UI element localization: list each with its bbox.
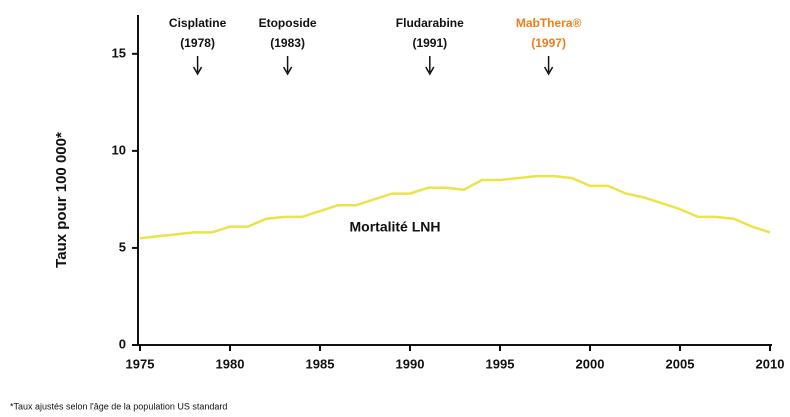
- annotation-arrowhead: [543, 66, 554, 76]
- x-tick-label: 1990: [396, 356, 425, 371]
- x-tick-label: 2000: [576, 356, 605, 371]
- x-tick-label: 1980: [216, 356, 245, 371]
- annotation-name: Etoposide: [259, 16, 317, 30]
- annotation-arrowhead: [425, 66, 435, 76]
- annotation-year: (1997): [531, 36, 566, 50]
- y-tick-label: 15: [112, 45, 126, 60]
- y-tick-label: 10: [112, 142, 126, 157]
- x-tick-label: 1985: [306, 356, 335, 371]
- annotation-name: MabThera®: [516, 16, 582, 30]
- annotation-year: (1991): [412, 36, 447, 50]
- annotation-name: Fludarabine: [396, 16, 464, 30]
- annotation-year: (1978): [180, 36, 215, 50]
- annotation-year: (1983): [270, 36, 305, 50]
- x-tick-label: 1975: [126, 356, 155, 371]
- x-tick-label: 2005: [666, 356, 695, 371]
- annotation-arrowhead: [192, 66, 203, 76]
- annotation-arrowhead: [282, 66, 293, 76]
- y-tick-label: 0: [119, 336, 126, 351]
- y-axis-label: Taux pour 100 000*: [53, 132, 70, 268]
- series-label: Mortalité LNH: [350, 219, 441, 235]
- line: [139, 174, 771, 240]
- annotation-name: Cisplatine: [169, 16, 227, 30]
- footnote: *Taux ajustés selon l'âge de la populati…: [10, 401, 227, 411]
- x-tick-label: 2010: [756, 356, 785, 371]
- x-tick-label: 1995: [486, 356, 515, 371]
- y-tick-label: 5: [119, 239, 126, 254]
